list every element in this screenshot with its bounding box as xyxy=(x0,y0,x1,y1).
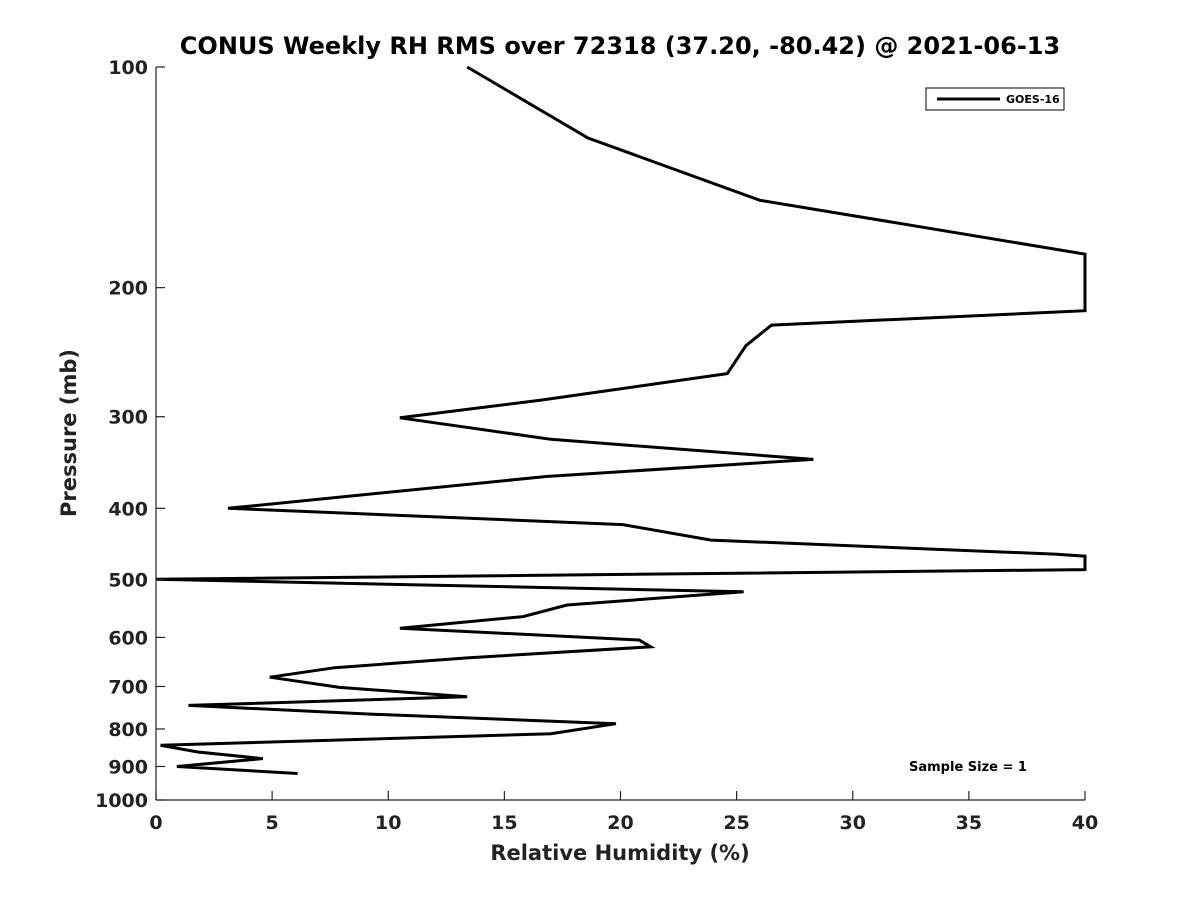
y-tick-label: 100 xyxy=(108,57,148,79)
y-tick-label: 400 xyxy=(108,498,148,520)
y-tick-label: 700 xyxy=(108,676,148,698)
y-tick-label: 500 xyxy=(108,569,148,591)
y-tick-label: 300 xyxy=(108,407,148,429)
y-tick-label: 600 xyxy=(108,627,148,649)
x-tick-label: 40 xyxy=(1072,812,1098,834)
x-axis-label: Relative Humidity (%) xyxy=(490,841,749,865)
x-tick-label: 10 xyxy=(375,812,401,834)
x-tick-label: 0 xyxy=(149,812,162,834)
plot-area xyxy=(156,67,1085,800)
series-line-goes-16 xyxy=(155,65,1087,775)
legend-entry-goes-16: GOES-16 xyxy=(1006,93,1060,106)
x-ticks: 0 5 10 15 20 25 30 35 40 xyxy=(149,791,1098,834)
y-axis-label: Pressure (mb) xyxy=(57,349,81,517)
y-tick-label: 900 xyxy=(108,756,148,778)
x-tick-label: 30 xyxy=(840,812,866,834)
x-tick-label: 35 xyxy=(956,812,982,834)
x-tick-label: 5 xyxy=(266,812,279,834)
chart-title: CONUS Weekly RH RMS over 72318 (37.20, -… xyxy=(180,32,1060,60)
sample-size-annotation: Sample Size = 1 xyxy=(909,760,1027,775)
y-tick-label: 200 xyxy=(108,278,148,300)
y-ticks: 100 200 300 400 500 600 700 800 900 1000 xyxy=(95,57,165,812)
x-tick-label: 20 xyxy=(607,812,633,834)
legend: GOES-16 xyxy=(925,87,1065,111)
y-tick-label: 800 xyxy=(108,719,148,741)
x-tick-label: 25 xyxy=(723,812,749,834)
series-layer xyxy=(155,65,1087,775)
y-tick-label: 1000 xyxy=(95,790,148,812)
x-tick-label: 15 xyxy=(491,812,517,834)
